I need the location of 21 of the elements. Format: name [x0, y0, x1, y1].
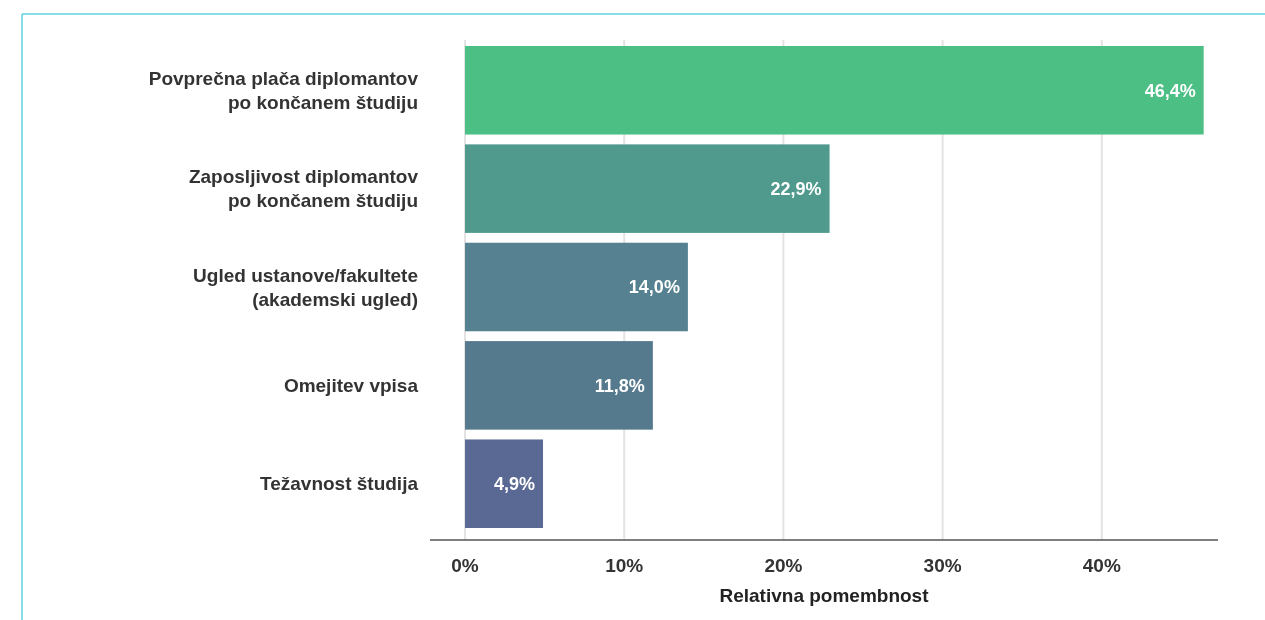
bar — [465, 439, 544, 528]
bar — [465, 341, 653, 430]
y-tick-label: Ugled ustanove/fakultete (akademski ugled) — [193, 264, 418, 310]
bar — [465, 46, 1204, 135]
x-tick-label: 0% — [451, 555, 479, 576]
data-label: 11,8% — [594, 375, 645, 396]
bar — [465, 242, 688, 332]
bar — [465, 144, 830, 233]
data-label: 46,4% — [1144, 80, 1196, 101]
y-tick-label: Povprečna plača diplomantov po končanem študiju — [148, 67, 419, 113]
x-tick-label: 10% — [605, 555, 644, 576]
y-tick-label: Omejitev vpisa — [283, 375, 419, 397]
x-tick-label: 30% — [923, 555, 962, 576]
data-label: 14,0% — [628, 277, 680, 298]
x-axis-title: Relativna pomembnost — [719, 585, 930, 606]
data-label: 22,9% — [770, 178, 822, 199]
x-tick-label: 40% — [1082, 555, 1121, 576]
y-tick-label: Zaposljivost diplomantov po končanem študiju — [188, 166, 419, 212]
data-label: 4,9% — [493, 474, 536, 495]
y-tick-label: Težavnost študija — [259, 473, 419, 495]
x-tick-label: 20% — [764, 555, 803, 576]
